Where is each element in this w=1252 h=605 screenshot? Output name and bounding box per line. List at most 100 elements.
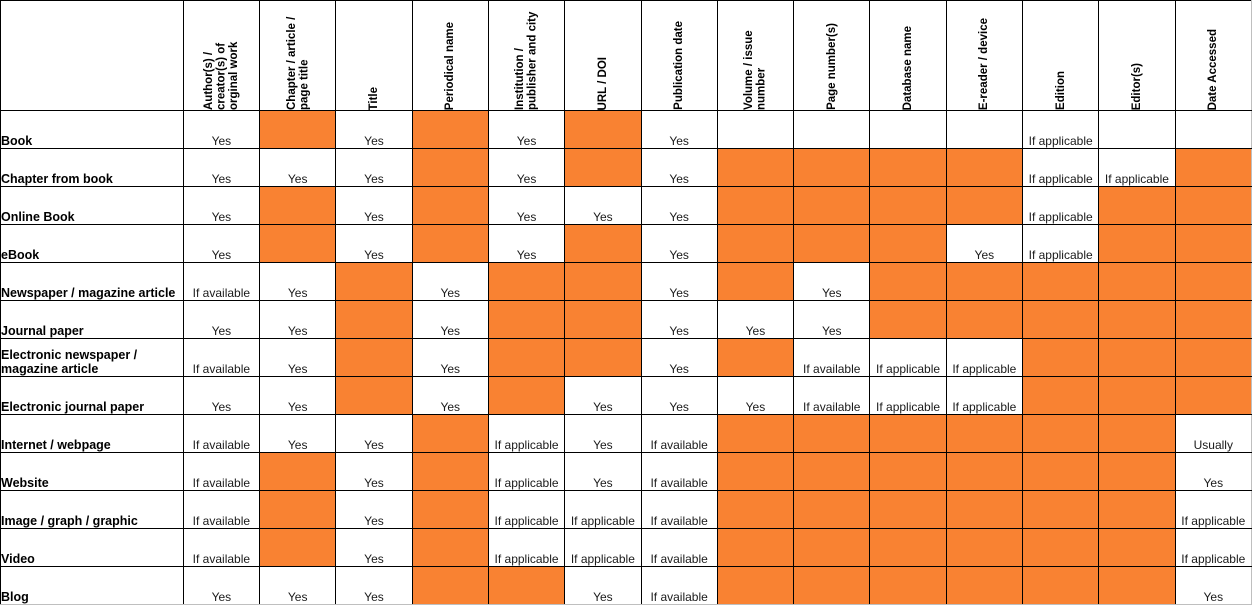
column-header-label: Volume / issue number bbox=[743, 30, 768, 110]
matrix-cell-blocked bbox=[564, 300, 642, 339]
matrix-cell: If available bbox=[182, 490, 261, 529]
matrix-cell: Yes bbox=[335, 528, 413, 567]
matrix-cell: If available bbox=[640, 414, 718, 453]
row-label: Book bbox=[0, 110, 184, 149]
column-header-label: Publication date bbox=[673, 21, 686, 110]
matrix-cell-blocked bbox=[793, 452, 871, 491]
matrix-cell: Yes bbox=[564, 186, 642, 225]
matrix-cell-blocked bbox=[716, 490, 795, 529]
matrix-cell-blocked bbox=[1098, 186, 1176, 225]
matrix-cell-blocked bbox=[1098, 414, 1176, 453]
matrix-cell-blocked bbox=[259, 186, 337, 225]
column-header-label-box: Date Accessed bbox=[1176, 6, 1252, 110]
matrix-cell: If applicable bbox=[1021, 110, 1100, 149]
matrix-cell: Yes bbox=[182, 300, 261, 339]
matrix-cell: If available bbox=[640, 452, 718, 491]
matrix-cell: If available bbox=[640, 490, 718, 529]
column-header-3: Periodical name bbox=[411, 0, 489, 111]
column-header-label: Date Accessed bbox=[1207, 28, 1220, 110]
row-label: Video bbox=[0, 528, 184, 567]
matrix-cell: If available bbox=[793, 376, 871, 415]
matrix-cell-blocked bbox=[945, 148, 1023, 187]
matrix-cell-blocked bbox=[945, 452, 1023, 491]
matrix-cell: Yes bbox=[182, 376, 261, 415]
header-row: Author(s) / creator(s) of orginal work Ch… bbox=[0, 0, 1252, 111]
column-header-label: Edition bbox=[1054, 71, 1067, 110]
column-header-label-box: Institution / publisher and city bbox=[489, 6, 565, 110]
matrix-cell-blocked bbox=[411, 224, 489, 263]
table-row: Online Book Yes Yes Yes Yes Yes If applicable bbox=[0, 186, 1252, 225]
row-label: Chapter from book bbox=[0, 148, 184, 187]
matrix-cell: Yes bbox=[640, 110, 718, 149]
matrix-cell-blocked bbox=[1021, 490, 1100, 529]
matrix-cell: Yes bbox=[259, 148, 337, 187]
column-header-1: Chapter / article / page title bbox=[259, 0, 337, 111]
table-body: Book Yes Yes Yes Yes If applicable Chapter fro… bbox=[0, 110, 1252, 605]
column-header-4: Institution / publisher and city bbox=[487, 0, 566, 111]
matrix-cell-blocked bbox=[793, 148, 871, 187]
matrix-cell: If applicable bbox=[487, 528, 566, 567]
matrix-cell bbox=[945, 110, 1023, 149]
corner-cell bbox=[0, 0, 184, 111]
matrix-cell: Yes bbox=[487, 224, 566, 263]
matrix-cell: If applicable bbox=[564, 490, 642, 529]
column-header-label: Page number(s) bbox=[825, 23, 838, 110]
matrix-cell: Yes bbox=[640, 338, 718, 377]
matrix-cell-blocked bbox=[411, 452, 489, 491]
matrix-cell: Yes bbox=[640, 148, 718, 187]
row-label: Image / graph / graphic bbox=[0, 490, 184, 529]
matrix-cell-blocked bbox=[411, 110, 489, 149]
matrix-cell: Yes bbox=[335, 110, 413, 149]
column-header-13: Date Accessed bbox=[1174, 0, 1252, 111]
matrix-cell-blocked bbox=[869, 224, 947, 263]
matrix-cell: If applicable bbox=[1021, 186, 1100, 225]
matrix-cell-blocked bbox=[869, 566, 947, 605]
matrix-cell: If applicable bbox=[564, 528, 642, 567]
matrix-cell-blocked bbox=[716, 224, 795, 263]
column-header-label: Editor(s) bbox=[1131, 62, 1144, 110]
row-label: Website bbox=[0, 452, 184, 491]
matrix-cell-blocked bbox=[335, 376, 413, 415]
column-header-label-box: URL / DOI bbox=[565, 6, 641, 110]
matrix-cell-blocked bbox=[945, 528, 1023, 567]
matrix-cell: If applicable bbox=[487, 490, 566, 529]
matrix-cell-blocked bbox=[335, 338, 413, 377]
matrix-cell-blocked bbox=[1021, 262, 1100, 301]
table-header: Author(s) / creator(s) of orginal work Ch… bbox=[0, 0, 1252, 111]
matrix-cell-blocked bbox=[1021, 376, 1100, 415]
matrix-cell-blocked bbox=[1021, 452, 1100, 491]
matrix-cell-blocked bbox=[869, 414, 947, 453]
matrix-cell-blocked bbox=[411, 186, 489, 225]
column-header-label-box: Volume / issue number bbox=[718, 6, 794, 110]
matrix-cell-blocked bbox=[869, 148, 947, 187]
matrix-cell: If applicable bbox=[945, 376, 1023, 415]
matrix-cell-blocked bbox=[1098, 452, 1176, 491]
table-row: Book Yes Yes Yes Yes If applicable bbox=[0, 110, 1252, 149]
column-header-label-box: Title bbox=[336, 6, 412, 110]
column-header-2: Title bbox=[335, 0, 413, 111]
column-header-12: Editor(s) bbox=[1098, 0, 1176, 111]
matrix-cell: If applicable bbox=[487, 452, 566, 491]
column-header-9: Database name bbox=[869, 0, 947, 111]
matrix-cell-blocked bbox=[869, 186, 947, 225]
matrix-cell-blocked bbox=[793, 490, 871, 529]
matrix-cell: Yes bbox=[564, 376, 642, 415]
matrix-cell-blocked bbox=[716, 566, 795, 605]
matrix-cell-blocked bbox=[1174, 224, 1252, 263]
matrix-cell: Yes bbox=[182, 186, 261, 225]
matrix-cell-blocked bbox=[1098, 376, 1176, 415]
matrix-cell-blocked bbox=[1021, 566, 1100, 605]
matrix-cell-blocked bbox=[1174, 186, 1252, 225]
matrix-cell-blocked bbox=[945, 414, 1023, 453]
matrix-cell-blocked bbox=[793, 186, 871, 225]
column-header-label-box: Chapter / article / page title bbox=[260, 6, 336, 110]
matrix-cell-blocked bbox=[411, 566, 489, 605]
matrix-cell bbox=[1174, 110, 1252, 149]
matrix-cell-blocked bbox=[564, 148, 642, 187]
column-header-label-box: Publication date bbox=[642, 6, 718, 110]
column-header-10: E-reader / device bbox=[945, 0, 1023, 111]
matrix-cell-blocked bbox=[335, 262, 413, 301]
matrix-cell-blocked bbox=[259, 490, 337, 529]
matrix-cell: Yes bbox=[564, 452, 642, 491]
matrix-cell-blocked bbox=[411, 414, 489, 453]
